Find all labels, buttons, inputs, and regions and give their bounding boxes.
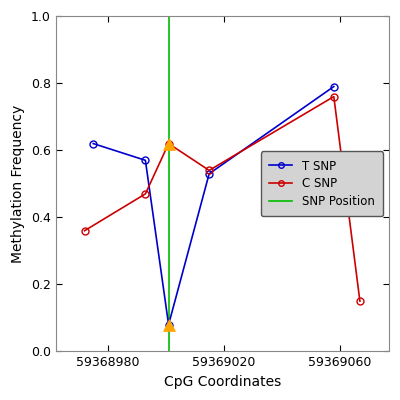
X-axis label: CpG Coordinates: CpG Coordinates	[164, 375, 281, 389]
Y-axis label: Methylation Frequency: Methylation Frequency	[11, 105, 25, 263]
Legend: T SNP, C SNP, SNP Position: T SNP, C SNP, SNP Position	[260, 151, 383, 216]
